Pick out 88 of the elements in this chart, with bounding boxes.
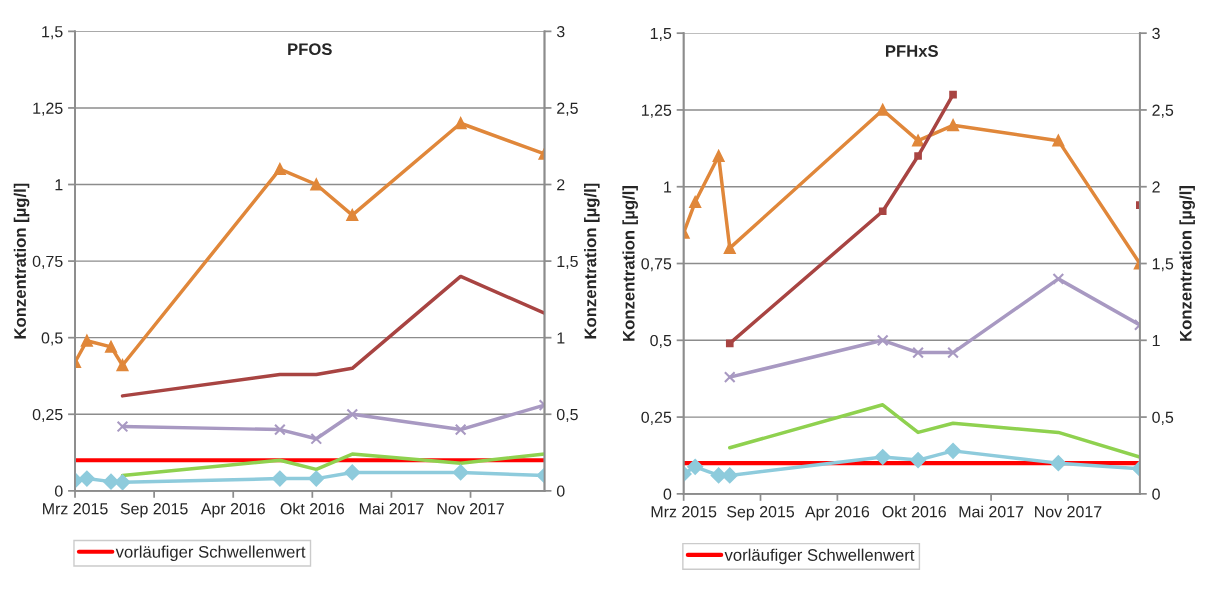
y2-tick-label: 1,5 [557, 255, 578, 269]
point [274, 163, 286, 176]
x-tick-label: Nov 2017 [437, 503, 504, 515]
y2-tick-label: 0 [1152, 488, 1160, 500]
text: PFHxS [885, 45, 938, 57]
y-axis-title: Konzentration [µg/l] [13, 183, 30, 339]
point [723, 371, 736, 384]
point [689, 196, 702, 208]
point [105, 340, 117, 353]
y-tick-label: 0 [54, 485, 63, 497]
legend-label: vorläufiger Schwellenwert [115, 545, 306, 562]
point [344, 464, 361, 481]
point [723, 242, 736, 255]
point [912, 346, 924, 359]
y2-axis-title: Konzentration [µg/l] [1179, 186, 1195, 341]
y2-tick-label: 3 [556, 25, 565, 38]
point [712, 150, 725, 162]
point [346, 408, 359, 421]
point [687, 458, 704, 475]
point [454, 117, 467, 130]
y2-tick-label: 2,5 [1152, 104, 1174, 118]
point [878, 207, 887, 216]
y-tick-label: 1 [664, 181, 672, 193]
y-tick-label: 1,5 [650, 27, 672, 41]
y2-tick-label: 0,5 [1152, 411, 1174, 425]
line-series [120, 274, 545, 398]
y2-tick-label: 0 [556, 485, 565, 497]
x-tick-label: Sep 2015 [120, 503, 188, 518]
y-tick-label: 1 [55, 179, 63, 191]
y2-axis-title: Konzentration [µg/l] [584, 183, 600, 339]
point [114, 474, 131, 491]
point [949, 90, 957, 99]
y-tick-label: 0,75 [32, 255, 63, 269]
point [78, 470, 95, 487]
point [271, 470, 288, 487]
point [454, 423, 467, 436]
point [346, 209, 359, 222]
point [910, 452, 926, 468]
text: PFOS [288, 43, 332, 56]
point [1052, 272, 1065, 285]
x-tick-label: Mrz 2015 [43, 503, 108, 515]
y-axis-title: Konzentration [µg/l] [622, 186, 638, 341]
y2-tick-label: 2,5 [557, 102, 578, 116]
y-tick-label: 0,25 [641, 411, 672, 425]
x-tick-label: Apr 2016 [200, 503, 265, 518]
y-tick-label: 0,75 [641, 258, 672, 272]
y-tick-label: 1,25 [33, 102, 63, 116]
legend-label: vorläufiger Schwellenwert [724, 548, 915, 565]
point [80, 334, 93, 347]
point [1050, 455, 1067, 472]
y2-tick-label: 1,5 [1152, 258, 1174, 272]
point [947, 119, 959, 132]
y2-tick-label: 0,5 [556, 408, 578, 423]
x-tick-label: Sep 2015 [727, 506, 795, 521]
y2-tick-label: 2 [1152, 181, 1160, 193]
point [116, 420, 129, 433]
point [274, 423, 286, 436]
point [310, 432, 323, 445]
point [947, 346, 959, 359]
y2-tick-label: 1 [1152, 335, 1160, 347]
point [945, 442, 961, 459]
point [914, 152, 922, 160]
point [116, 359, 129, 372]
y-tick-label: 0 [663, 488, 672, 500]
y-tick-label: 0,5 [650, 334, 672, 349]
point [308, 470, 325, 487]
y2-tick-label: 1 [557, 332, 565, 344]
x-tick-label: Mai 2017 [959, 505, 1024, 518]
point [103, 473, 119, 490]
x-tick-label: Okt 2016 [280, 502, 345, 515]
x-tick-label: Nov 2017 [1035, 506, 1102, 518]
y-tick-label: 1,25 [641, 104, 672, 118]
point [1052, 134, 1065, 147]
point [725, 339, 734, 348]
x-tick-label: Mrz 2015 [651, 506, 717, 518]
x-tick-label: Mai 2017 [359, 502, 424, 515]
point [874, 449, 891, 465]
y2-tick-label: 3 [1152, 27, 1160, 40]
x-tick-label: Okt 2016 [882, 505, 946, 518]
x-tick-label: Apr 2016 [804, 506, 870, 521]
y2-tick-label: 2 [557, 179, 565, 191]
y-tick-label: 1,5 [42, 26, 63, 40]
y-tick-label: 0,5 [41, 332, 63, 346]
point [912, 134, 924, 147]
line-series [728, 403, 1140, 459]
point [452, 464, 469, 481]
point [876, 334, 889, 347]
y-tick-label: 0,25 [32, 408, 63, 423]
